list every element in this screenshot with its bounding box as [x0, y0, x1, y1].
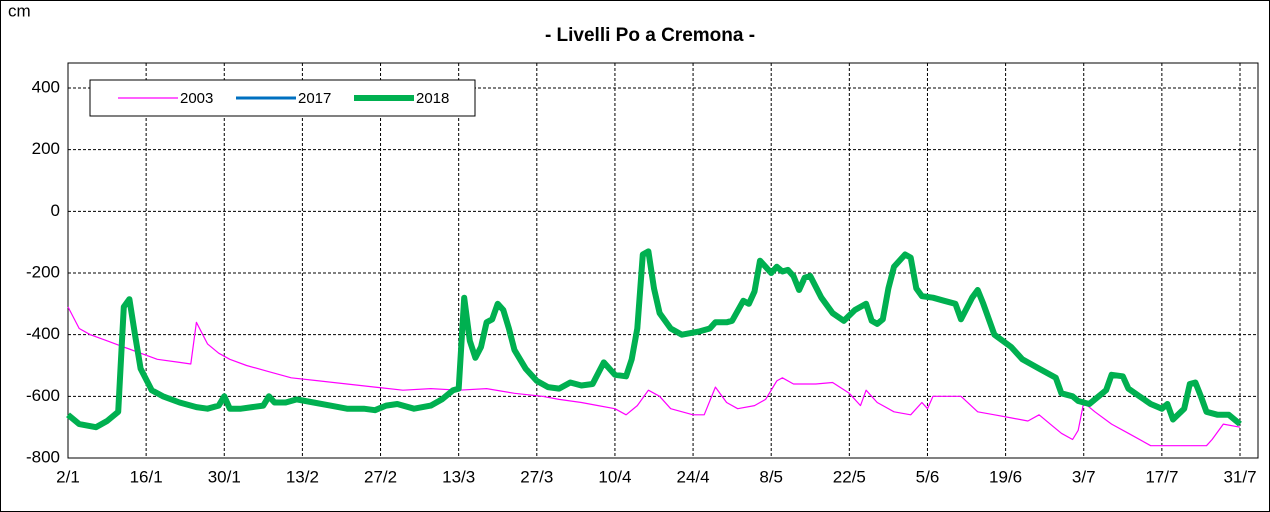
x-tick-label: 8/5 — [759, 467, 783, 486]
x-tick-label: 30/1 — [208, 467, 241, 486]
y-axis-label: cm — [8, 1, 31, 20]
x-tick-label: 13/3 — [442, 467, 475, 486]
y-tick-label: 400 — [32, 77, 60, 96]
x-tick-label: 17/7 — [1145, 467, 1178, 486]
x-tick-label: 27/3 — [520, 467, 553, 486]
x-tick-label: 2/1 — [56, 467, 80, 486]
legend-label: 2018 — [416, 90, 449, 107]
y-tick-label: -400 — [26, 324, 60, 343]
y-tick-label: -200 — [26, 262, 60, 281]
legend-label: 2017 — [298, 90, 331, 107]
x-tick-label: 24/4 — [677, 467, 710, 486]
x-tick-label: 13/2 — [286, 467, 319, 486]
x-tick-label: 10/4 — [598, 467, 631, 486]
x-tick-label: 31/7 — [1223, 467, 1256, 486]
chart-title: - Livelli Po a Cremona - — [545, 25, 755, 46]
legend-label: 2003 — [180, 90, 213, 107]
x-tick-label: 3/7 — [1072, 467, 1096, 486]
y-tick-label: -600 — [26, 386, 60, 405]
series-line — [67, 306, 1241, 447]
y-tick-label: 200 — [32, 139, 60, 158]
y-tick-label: 0 — [51, 201, 60, 220]
x-tick-label: 27/2 — [364, 467, 397, 486]
series-line — [66, 248, 1242, 431]
x-tick-label: 19/6 — [989, 467, 1022, 486]
x-tick-label: 16/1 — [130, 467, 163, 486]
x-tick-label: 22/5 — [833, 467, 866, 486]
x-tick-label: 5/6 — [916, 467, 940, 486]
y-tick-label: -800 — [26, 447, 60, 466]
